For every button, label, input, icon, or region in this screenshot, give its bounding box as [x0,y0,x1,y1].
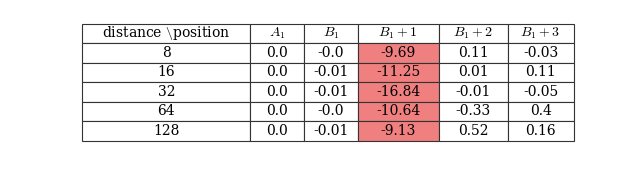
Bar [304,102,358,121]
Bar [250,121,304,141]
Text: -0.0: -0.0 [317,105,344,118]
Bar [250,63,304,82]
Bar [250,43,304,63]
Text: 0.01: 0.01 [458,65,488,79]
Bar [508,63,573,82]
Text: 0.0: 0.0 [266,65,288,79]
Text: -16.84: -16.84 [376,85,420,99]
Bar [250,24,304,43]
Text: -0.0: -0.0 [317,46,344,60]
Bar [83,102,250,121]
Bar [439,43,508,63]
Text: -0.01: -0.01 [456,85,491,99]
Text: -11.25: -11.25 [376,65,420,79]
Text: distance $\backslash$position: distance $\backslash$position [102,24,230,42]
Bar [358,102,439,121]
Text: 128: 128 [153,124,179,138]
Bar [439,63,508,82]
Bar [358,43,439,63]
Text: -0.03: -0.03 [523,46,558,60]
Bar [304,63,358,82]
Bar [83,24,250,43]
Bar [83,82,250,102]
Text: 0.0: 0.0 [266,85,288,99]
Text: 0.4: 0.4 [530,105,552,118]
Text: 32: 32 [157,85,175,99]
Text: -10.64: -10.64 [376,105,420,118]
Bar [83,121,250,141]
Text: 0.0: 0.0 [266,124,288,138]
Text: -9.69: -9.69 [381,46,416,60]
Bar [439,102,508,121]
Text: 16: 16 [157,65,175,79]
Bar [358,63,439,82]
Bar [304,82,358,102]
Bar [358,121,439,141]
Text: $B_1+2$: $B_1+2$ [453,26,493,41]
Bar [508,121,573,141]
Bar [439,121,508,141]
Text: 0.11: 0.11 [525,65,556,79]
Text: 8: 8 [162,46,171,60]
Bar [250,102,304,121]
Bar [508,43,573,63]
Bar [304,43,358,63]
Bar [83,63,250,82]
Bar [508,24,573,43]
Text: 0.0: 0.0 [266,105,288,118]
Text: 0.16: 0.16 [525,124,556,138]
Text: -0.01: -0.01 [314,85,349,99]
Bar [508,82,573,102]
Text: $B_1+3$: $B_1+3$ [520,26,561,41]
Bar [83,43,250,63]
Bar [508,102,573,121]
Text: 0.11: 0.11 [458,46,488,60]
Text: -0.05: -0.05 [523,85,558,99]
Bar [304,121,358,141]
Bar [358,82,439,102]
Bar [439,82,508,102]
Text: 0.52: 0.52 [458,124,488,138]
Bar [304,24,358,43]
Text: -0.01: -0.01 [314,65,349,79]
Text: 0.0: 0.0 [266,46,288,60]
Text: $B_1$: $B_1$ [323,26,339,41]
Text: 64: 64 [157,105,175,118]
Bar [358,24,439,43]
Bar [439,24,508,43]
Text: $A_1$: $A_1$ [269,26,285,41]
Bar [250,82,304,102]
Text: -0.01: -0.01 [314,124,349,138]
Text: -9.13: -9.13 [381,124,416,138]
Text: -0.33: -0.33 [456,105,491,118]
Text: $B_1+1$: $B_1+1$ [378,26,419,41]
